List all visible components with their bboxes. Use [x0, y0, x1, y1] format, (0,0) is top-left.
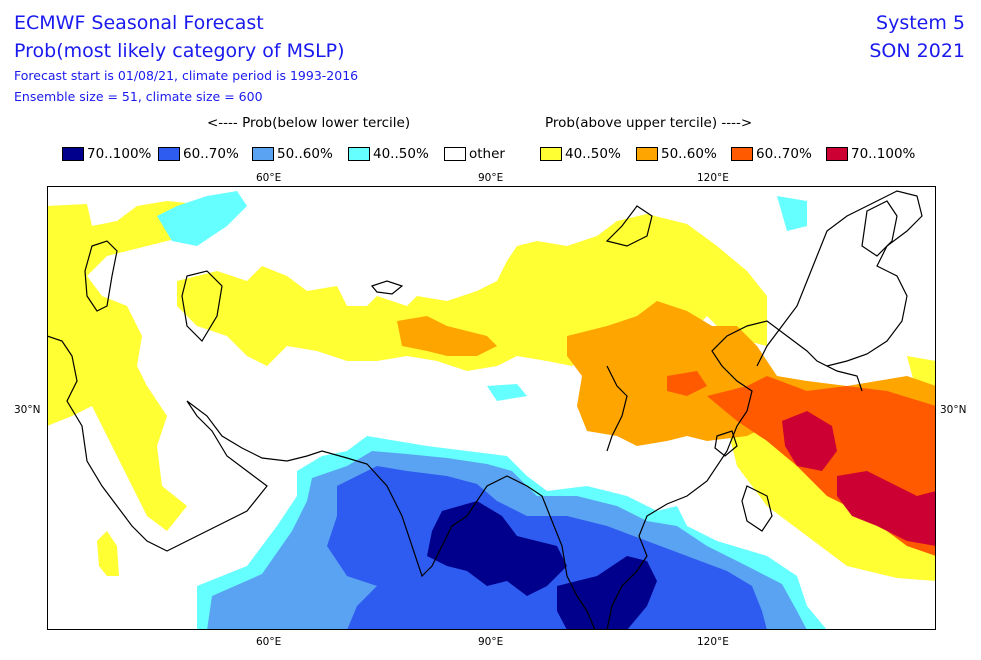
legend-swatch [826, 147, 848, 161]
legend-label: 40..50% [373, 146, 429, 162]
lon-label-60e-top: 60°E [256, 172, 282, 184]
legend-swatch [158, 147, 180, 161]
lon-label-120e-top: 120°E [697, 172, 729, 184]
lon-label-90e-top: 90°E [478, 172, 504, 184]
lon-label-120e-bottom: 120°E [697, 636, 729, 648]
legend-item: 70..100% [826, 146, 915, 162]
above-70-100-regions [782, 411, 936, 546]
legend-swatch [731, 147, 753, 161]
legend-swatch [348, 147, 370, 161]
legend-label: 70..100% [851, 146, 916, 162]
forecast-info-line: Forecast start is 01/08/21, climate peri… [14, 68, 359, 83]
legend-label: 70..100% [87, 146, 152, 162]
legend-item: 60..70% [158, 146, 239, 162]
legend-below-heading: <---- Prob(below lower tercile) [207, 115, 411, 131]
coastlines [47, 190, 923, 630]
map-subtitle: Prob(most likely category of MSLP) [14, 40, 345, 62]
legend-swatch [636, 147, 658, 161]
lon-label-90e-bottom: 90°E [478, 636, 504, 648]
legend-item: 50..60% [636, 146, 717, 162]
probability-map [47, 186, 936, 630]
legend-above-heading: Prob(above upper tercile) ----> [545, 115, 753, 131]
legend-item: 40..50% [540, 146, 621, 162]
legend-swatch [540, 147, 562, 161]
legend-swatch [444, 147, 466, 161]
system-label: System 5 [876, 12, 965, 34]
legend-label: other [469, 146, 505, 162]
legend-swatch [252, 147, 274, 161]
season-label: SON 2021 [869, 40, 965, 62]
legend-label: 50..60% [277, 146, 333, 162]
legend-label: 60..70% [183, 146, 239, 162]
legend-label: 40..50% [565, 146, 621, 162]
lon-label-60e-bottom: 60°E [256, 636, 282, 648]
legend-item: 70..100% [62, 146, 151, 162]
legend-item: 40..50% [348, 146, 429, 162]
legend-swatch [62, 147, 84, 161]
map-title: ECMWF Seasonal Forecast [14, 12, 264, 34]
lat-label-30n-right: 30°N [940, 404, 967, 416]
legend-label: 50..60% [661, 146, 717, 162]
below-70-100-regions [427, 501, 657, 630]
legend-item: 50..60% [252, 146, 333, 162]
legend-item: other [444, 146, 505, 162]
lat-label-30n-left: 30°N [14, 404, 41, 416]
ensemble-info-line: Ensemble size = 51, climate size = 600 [14, 89, 263, 104]
legend-item: 60..70% [731, 146, 812, 162]
legend-label: 60..70% [756, 146, 812, 162]
